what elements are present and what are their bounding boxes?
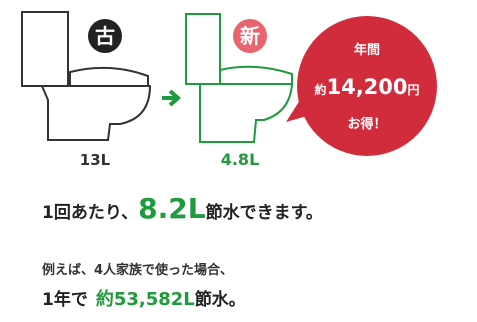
example-amount: 約53,582L xyxy=(96,288,195,310)
bubble-unit: 円 xyxy=(408,83,420,97)
infographic: 古 新 13L 4.8L 年間 約14,200円 お得！ 1回あたり、8.2L節… xyxy=(0,0,477,318)
example-result: 1年で約53,582L節水。 xyxy=(42,288,246,310)
new-volume: 4.8L xyxy=(221,150,260,169)
bubble-amount: 14,200 xyxy=(326,75,407,99)
bubble-label: 年間 xyxy=(354,42,380,58)
old-toilet xyxy=(22,12,150,140)
example-condition: 例えば、4人家族で使った場合、 xyxy=(42,262,233,278)
per-flush-line: 1回あたり、8.2L節水できます。 xyxy=(42,192,323,225)
bubble-amount-line: 約14,200円 xyxy=(314,75,419,99)
arrow xyxy=(162,91,178,105)
per-flush-amount: 8.2L xyxy=(138,192,206,225)
example-lead: 1年で xyxy=(42,289,88,310)
example-tail: 節水。 xyxy=(194,289,246,310)
bubble-gain: お得！ xyxy=(347,116,386,132)
per-flush-tail: 節水できます。 xyxy=(205,202,323,223)
bubble-prefix: 約 xyxy=(314,82,326,97)
old-volume: 13L xyxy=(80,151,111,169)
old-badge-label: 古 xyxy=(95,24,115,48)
new-badge-label: 新 xyxy=(240,24,260,48)
page: 古 新 13L 4.8L 年間 約14,200円 お得！ 1回あたり、8.2L節… xyxy=(0,0,477,318)
per-flush-lead: 1回あたり、 xyxy=(42,203,138,223)
